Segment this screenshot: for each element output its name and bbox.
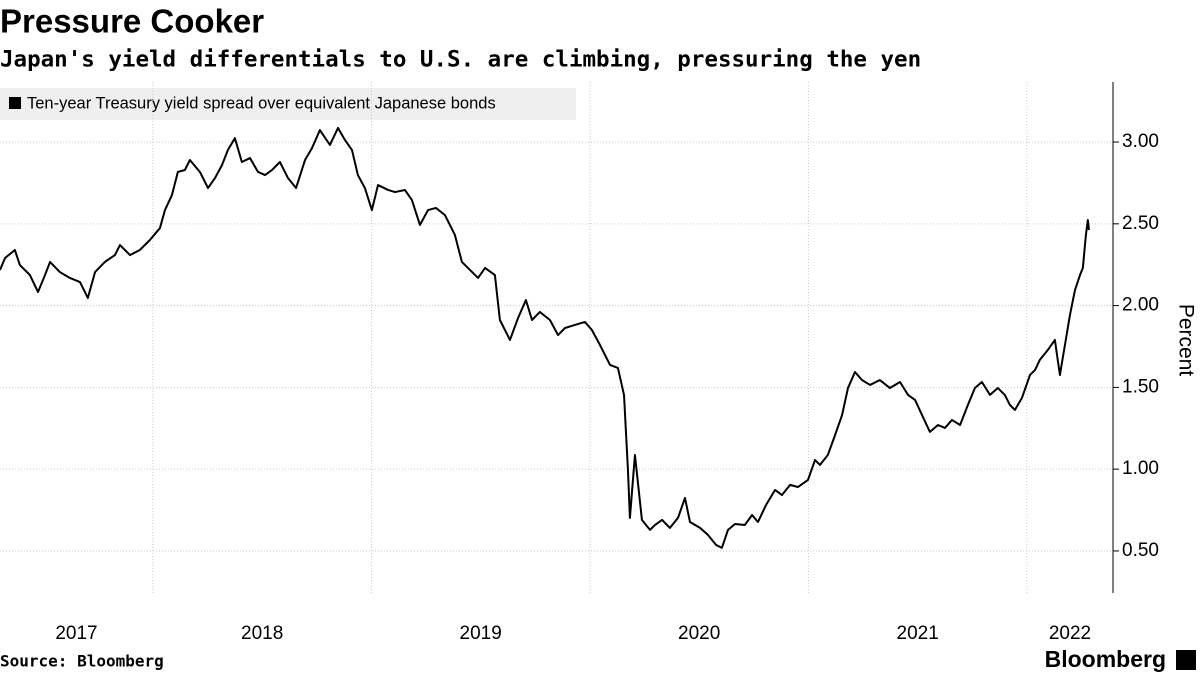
chart-title: Pressure Cooker	[0, 3, 264, 40]
brand-icon	[1176, 650, 1196, 670]
x-tick-label: 2019	[460, 623, 502, 644]
y-tick-label: 0.50	[1122, 540, 1159, 561]
x-tick-label: 2020	[678, 623, 720, 644]
brand: Bloomberg	[1045, 646, 1166, 672]
y-tick-label: 1.00	[1122, 458, 1159, 479]
x-tick-label: 2018	[241, 623, 283, 644]
y-tick-label: 2.50	[1122, 213, 1159, 234]
y-tick-label: 3.00	[1122, 131, 1159, 152]
legend-label: Ten-year Treasury yield spread over equi…	[27, 94, 496, 112]
y-tick-label: 2.00	[1122, 295, 1159, 316]
legend-box	[0, 88, 576, 120]
chart-subtitle: Japan's yield differentials to U.S. are …	[0, 47, 921, 73]
x-tick-label: 2021	[897, 623, 939, 644]
line	[0, 126, 1090, 549]
x-tick-label: 2017	[55, 623, 97, 644]
source: Source: Bloomberg	[0, 652, 164, 671]
legend-swatch	[9, 97, 21, 109]
y-axis-label: Percent	[1174, 304, 1197, 377]
x-tick-label: 2022	[1049, 623, 1091, 644]
y-tick-label: 1.50	[1122, 376, 1159, 397]
